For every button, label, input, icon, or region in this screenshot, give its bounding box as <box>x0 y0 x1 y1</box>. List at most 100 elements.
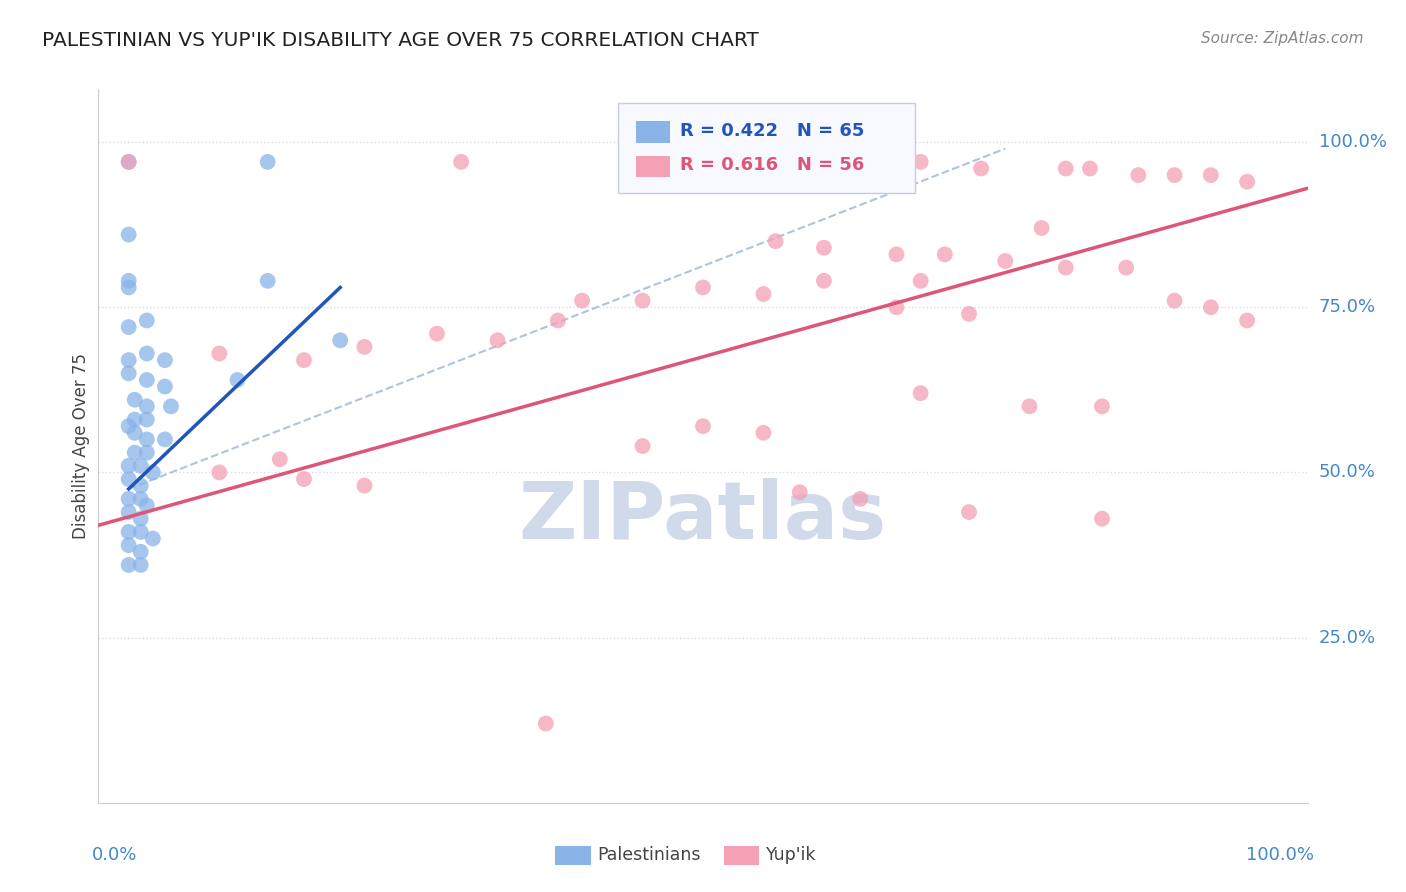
Point <box>256 274 278 288</box>
Point <box>160 400 183 414</box>
Point <box>1054 161 1077 176</box>
Point <box>994 254 1017 268</box>
Point <box>135 412 157 426</box>
Point <box>118 154 141 169</box>
Point <box>118 458 141 473</box>
Point <box>849 491 872 506</box>
Point <box>124 445 146 459</box>
Y-axis label: Disability Age Over 75: Disability Age Over 75 <box>72 353 90 539</box>
Text: Palestinians: Palestinians <box>598 847 702 864</box>
Point <box>571 293 593 308</box>
Point <box>910 386 932 401</box>
Point <box>124 412 146 426</box>
Text: Yup'ik: Yup'ik <box>766 847 817 864</box>
Point <box>329 333 352 347</box>
Text: 75.0%: 75.0% <box>1319 298 1376 317</box>
Point <box>135 313 157 327</box>
Point <box>118 154 141 169</box>
Text: R = 0.422   N = 65: R = 0.422 N = 65 <box>681 121 865 139</box>
Point <box>135 445 157 459</box>
Point <box>135 346 157 360</box>
Point <box>450 154 472 169</box>
Text: Source: ZipAtlas.com: Source: ZipAtlas.com <box>1201 31 1364 46</box>
Point <box>226 373 249 387</box>
Point <box>1018 400 1040 414</box>
Point <box>135 499 157 513</box>
FancyBboxPatch shape <box>619 103 915 193</box>
Point <box>849 154 872 169</box>
Point <box>129 524 152 539</box>
Point <box>752 287 775 301</box>
Point <box>1236 313 1258 327</box>
Point <box>129 491 152 506</box>
Point <box>1236 175 1258 189</box>
Point <box>135 433 157 447</box>
Point <box>118 524 141 539</box>
Point <box>118 491 141 506</box>
Point <box>129 545 152 559</box>
Point <box>353 478 375 492</box>
Point <box>934 247 956 261</box>
Point <box>957 505 980 519</box>
Point <box>486 333 509 347</box>
Point <box>118 320 141 334</box>
Point <box>153 353 176 368</box>
Point <box>426 326 449 341</box>
Point <box>789 154 811 169</box>
Point <box>135 373 157 387</box>
Point <box>752 425 775 440</box>
Point <box>118 419 141 434</box>
Point <box>118 558 141 572</box>
Text: 25.0%: 25.0% <box>1319 629 1376 647</box>
Point <box>118 227 141 242</box>
Point <box>547 313 569 327</box>
Point <box>208 466 231 480</box>
Point <box>118 274 141 288</box>
Point <box>910 154 932 169</box>
FancyBboxPatch shape <box>637 121 671 143</box>
Point <box>534 716 557 731</box>
Point <box>153 379 176 393</box>
Point <box>886 300 908 314</box>
Point <box>256 154 278 169</box>
Point <box>1091 511 1114 525</box>
Point <box>118 280 141 294</box>
Point <box>129 558 152 572</box>
Point <box>970 161 993 176</box>
Point <box>813 241 835 255</box>
Point <box>142 532 165 546</box>
Point <box>129 478 152 492</box>
Point <box>153 433 176 447</box>
Point <box>118 505 141 519</box>
Point <box>1163 168 1185 182</box>
Text: ZIPatlas: ZIPatlas <box>519 478 887 557</box>
Point <box>124 392 146 407</box>
Point <box>292 353 315 368</box>
Point <box>118 367 141 381</box>
Point <box>1199 300 1222 314</box>
Point <box>1115 260 1137 275</box>
Point <box>135 400 157 414</box>
Point <box>118 538 141 552</box>
Point <box>353 340 375 354</box>
Point <box>631 293 654 308</box>
Point <box>292 472 315 486</box>
Point <box>765 234 787 248</box>
Point <box>631 439 654 453</box>
Text: R = 0.616   N = 56: R = 0.616 N = 56 <box>681 156 865 174</box>
Text: PALESTINIAN VS YUP'IK DISABILITY AGE OVER 75 CORRELATION CHART: PALESTINIAN VS YUP'IK DISABILITY AGE OVE… <box>42 31 759 50</box>
Point <box>269 452 291 467</box>
Point <box>1054 260 1077 275</box>
Point <box>124 425 146 440</box>
Point <box>118 353 141 368</box>
Point <box>1031 221 1053 235</box>
Text: 50.0%: 50.0% <box>1319 464 1375 482</box>
Point <box>813 274 835 288</box>
Point <box>142 466 165 480</box>
Point <box>1128 168 1150 182</box>
Point <box>1163 293 1185 308</box>
Point <box>692 280 714 294</box>
Point <box>692 419 714 434</box>
Text: 0.0%: 0.0% <box>93 846 138 863</box>
Point <box>789 485 811 500</box>
